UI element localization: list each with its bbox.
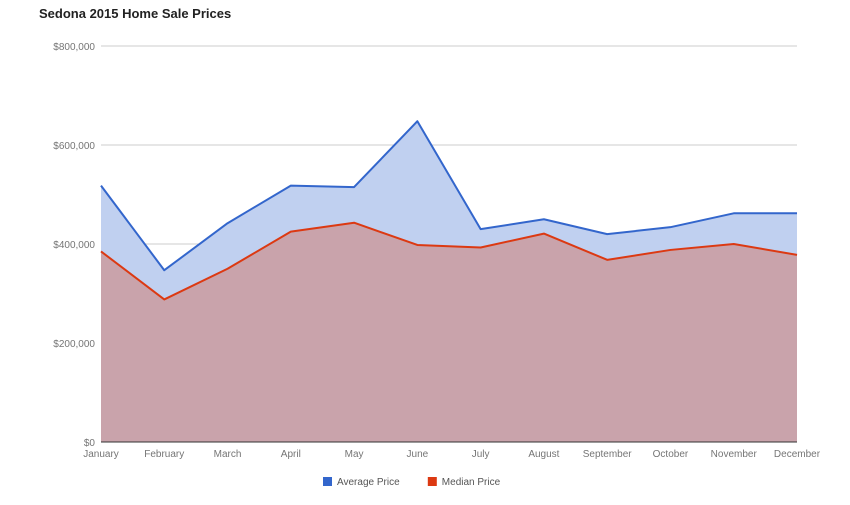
legend-item-median-price[interactable]: Median Price: [428, 477, 501, 488]
x-tick-label: September: [583, 449, 633, 460]
legend-item-average-price[interactable]: Average Price: [323, 477, 400, 488]
x-tick-label: April: [281, 449, 301, 460]
x-tick-label: July: [472, 449, 490, 460]
legend-swatch: [323, 477, 332, 486]
y-tick-label: $400,000: [53, 240, 95, 251]
x-tick-label: December: [774, 449, 821, 460]
y-tick-label: $600,000: [53, 141, 95, 152]
legend-swatch: [428, 477, 437, 486]
chart-title: Sedona 2015 Home Sale Prices: [39, 6, 231, 21]
x-tick-label: May: [345, 449, 364, 460]
legend-label: Median Price: [442, 477, 501, 488]
x-tick-label: January: [83, 449, 119, 460]
y-tick-label: $0: [84, 438, 96, 449]
x-tick-label: March: [214, 449, 242, 460]
legend-label: Average Price: [337, 477, 400, 488]
y-tick-label: $800,000: [53, 42, 95, 53]
x-tick-label: October: [653, 449, 689, 460]
x-tick-label: June: [407, 449, 429, 460]
x-tick-label: February: [144, 449, 184, 460]
y-tick-label: $200,000: [53, 339, 95, 350]
x-tick-label: August: [528, 449, 559, 460]
x-tick-label: November: [711, 449, 758, 460]
